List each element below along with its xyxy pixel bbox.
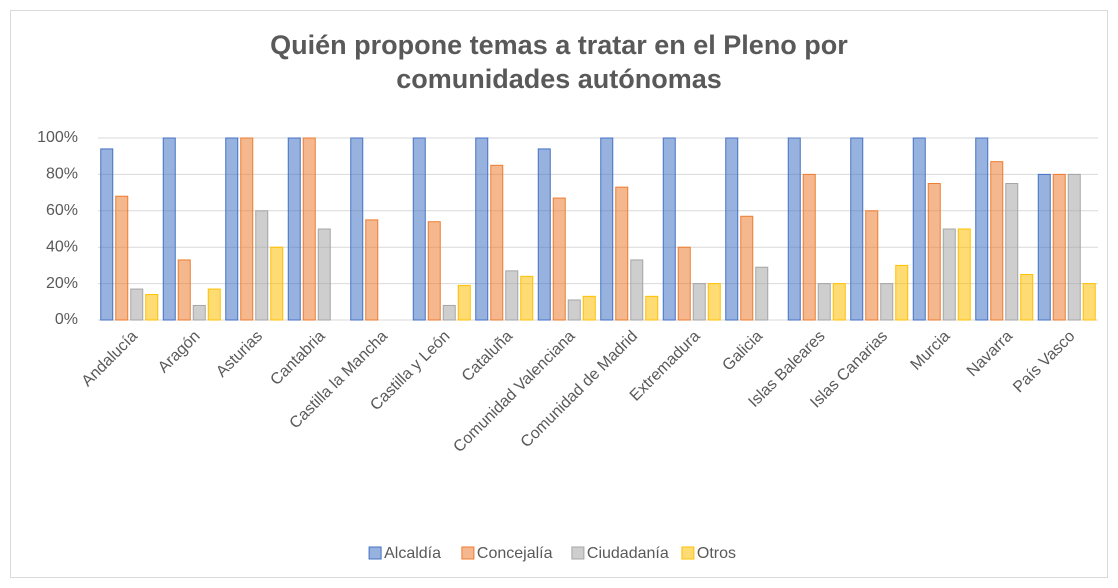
bar	[850, 137, 864, 321]
bar	[505, 270, 519, 321]
bar	[412, 137, 426, 321]
bar	[927, 183, 941, 321]
bar	[365, 219, 379, 321]
bar	[802, 173, 816, 321]
bar	[537, 148, 551, 321]
bar	[725, 137, 739, 321]
legend-label: Otros	[697, 545, 736, 562]
bar	[490, 164, 504, 321]
bar	[1052, 173, 1066, 321]
bar	[975, 137, 989, 321]
y-tick-label: 100%	[37, 129, 78, 146]
bar	[255, 210, 269, 321]
bar	[865, 210, 879, 321]
bar	[100, 148, 114, 321]
bar	[520, 275, 534, 321]
bar	[270, 246, 284, 321]
bar	[1082, 283, 1096, 321]
bar	[130, 288, 144, 321]
bar	[990, 161, 1004, 321]
bar	[707, 283, 721, 321]
y-tick-label: 0%	[55, 311, 78, 328]
bar	[912, 137, 926, 321]
bar	[240, 137, 254, 321]
bar	[1020, 274, 1034, 321]
bar	[880, 283, 894, 321]
chart-title: Quién propone temas a tratar en el Pleno…	[270, 30, 848, 94]
bar	[350, 137, 364, 321]
bar	[662, 137, 676, 321]
bar	[567, 299, 581, 321]
legend-label: Concejalía	[477, 545, 553, 562]
bar	[1005, 183, 1019, 321]
legend-swatch	[368, 546, 382, 560]
bar	[207, 288, 221, 321]
bar	[302, 137, 316, 321]
legend-swatch	[461, 546, 475, 560]
bar	[692, 283, 706, 321]
bar	[287, 137, 301, 321]
bar	[442, 304, 456, 321]
bar	[177, 259, 191, 321]
bar	[615, 186, 629, 321]
bar	[1067, 173, 1081, 321]
bar	[475, 137, 489, 321]
bar	[1037, 173, 1051, 321]
bar	[755, 266, 769, 321]
bar	[895, 264, 909, 321]
bar	[427, 221, 441, 321]
legend-label: Alcaldía	[384, 545, 441, 562]
legend-swatch	[681, 546, 695, 560]
legend-label: Ciudadanía	[587, 545, 669, 562]
bar	[957, 228, 971, 321]
bar	[630, 259, 644, 321]
bar	[942, 228, 956, 321]
bar	[645, 295, 659, 321]
bar	[582, 295, 596, 321]
bar	[162, 137, 176, 321]
bar	[145, 294, 159, 321]
bar	[192, 304, 206, 321]
bar	[225, 137, 239, 321]
bar	[832, 283, 846, 321]
y-tick-label: 40%	[46, 238, 78, 255]
bar	[115, 195, 129, 321]
bar	[817, 283, 831, 321]
bar	[317, 228, 331, 321]
bar	[457, 284, 471, 321]
y-tick-label: 20%	[46, 275, 78, 292]
bar	[677, 246, 691, 321]
bar	[740, 215, 754, 321]
bar	[552, 197, 566, 321]
bar	[600, 137, 614, 321]
y-tick-label: 60%	[46, 202, 78, 219]
legend-swatch	[571, 546, 585, 560]
y-tick-label: 80%	[46, 166, 78, 183]
bar	[787, 137, 801, 321]
